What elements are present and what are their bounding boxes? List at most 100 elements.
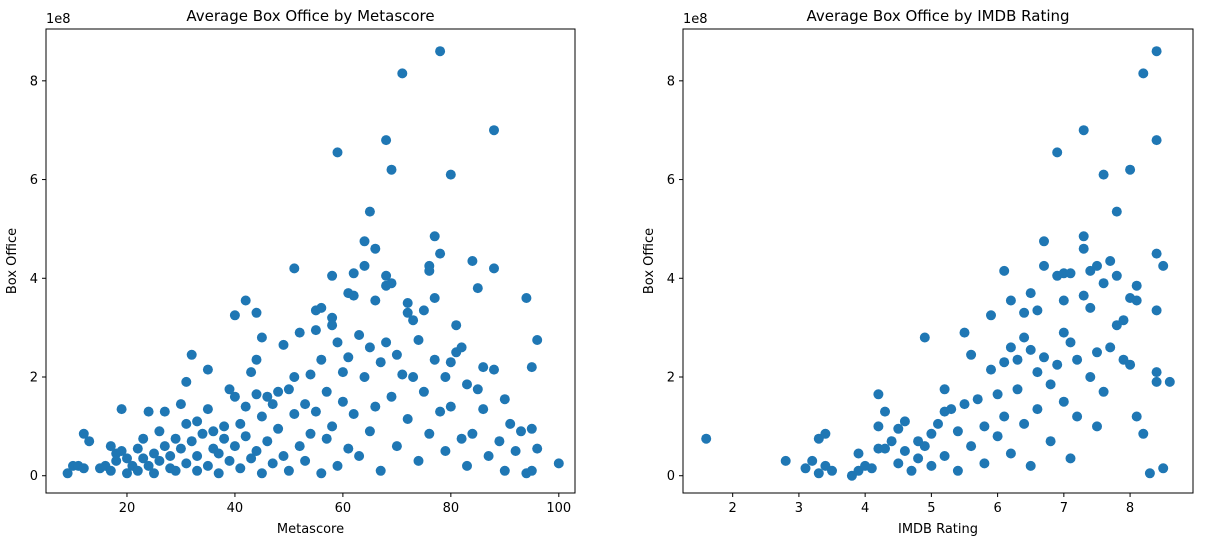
scatter-point (267, 399, 278, 410)
scatter-point (933, 418, 943, 429)
scatter-point (278, 451, 289, 461)
scatter-point (1045, 436, 1056, 447)
scatter-point (1151, 376, 1162, 387)
scatter-point (1005, 295, 1016, 306)
scatter-point (251, 446, 262, 456)
scatter-point (1012, 354, 1023, 365)
scatter-point (224, 384, 235, 395)
scatter-point (445, 169, 456, 180)
scatter-point (959, 327, 970, 338)
scatter-point (510, 446, 521, 456)
scatter-point (170, 465, 181, 476)
scatter-point (364, 426, 375, 437)
scatter-point (827, 465, 837, 476)
scatter-point (316, 354, 327, 365)
y-offset-text: 1e8 (46, 12, 71, 27)
scatter-point (132, 443, 143, 454)
scatter-point (229, 391, 240, 402)
y-axis-ticks: 0 2 4 6 8 (667, 74, 683, 484)
scatter-point (886, 436, 897, 447)
scatter-point (122, 453, 132, 464)
scatter-point (1025, 288, 1036, 299)
scatter-point (462, 379, 472, 390)
scatter-point (364, 342, 375, 353)
scatter-point (959, 399, 970, 410)
scatter-point (952, 465, 963, 476)
scatter-point (375, 357, 386, 368)
x-tick-label: 6 (993, 501, 1001, 516)
scatter-point (138, 433, 149, 444)
scatter-point (1085, 372, 1096, 382)
scatter-point (1125, 164, 1136, 175)
scatter-point (381, 337, 392, 348)
scatter-point (429, 293, 440, 303)
y-offset-text: 1e8 (683, 12, 708, 27)
scatter-point (992, 431, 1003, 442)
scatter-point (499, 465, 510, 476)
scatter-point (132, 465, 143, 476)
y-tick-label: 4 (30, 272, 38, 287)
scatter-point (1138, 428, 1149, 439)
scatter-point (1092, 260, 1102, 271)
scatter-point (999, 357, 1010, 368)
scatter-point (359, 236, 370, 247)
scatter-point (1065, 337, 1076, 348)
scatter-point (283, 465, 294, 476)
scatter-point (1151, 46, 1162, 57)
scatter-point (381, 135, 392, 146)
scatter-point (1072, 354, 1083, 365)
scatter-point (332, 337, 343, 348)
scatter-point (197, 428, 208, 439)
scatter-point (343, 352, 354, 363)
scatter-point (186, 436, 197, 447)
scatter-point (391, 441, 402, 452)
scatter-point (165, 451, 176, 461)
scatter-point (354, 451, 365, 461)
scatter-point (386, 391, 397, 402)
scatter-point (1005, 342, 1016, 353)
scatter-point (499, 394, 510, 405)
scatter-point (149, 468, 159, 479)
scatter-point (966, 441, 977, 452)
x-tick-label: 7 (1060, 501, 1068, 516)
scatter-point (1125, 359, 1136, 370)
scatter-point (1098, 386, 1109, 397)
scatter-point (873, 389, 884, 400)
chart-title: Average Box Office by Metascore (186, 7, 434, 25)
scatter-point (386, 278, 397, 289)
scatter-point (246, 367, 257, 378)
scatter-point (321, 433, 332, 444)
scatter-point (1111, 206, 1122, 217)
x-tick-label: 5 (927, 501, 935, 516)
scatter-point (979, 458, 990, 469)
scatter-point (327, 270, 338, 281)
scatter-point (478, 362, 489, 373)
x-tick-label: 100 (546, 501, 571, 516)
scatter-point (359, 260, 370, 271)
scatter-point (370, 295, 381, 306)
scatter-point (1158, 463, 1169, 474)
scatter-point (273, 386, 284, 397)
scatter-point (893, 458, 904, 469)
scatter-point (402, 298, 413, 308)
scatter-point (494, 436, 505, 447)
scatter-point (240, 401, 251, 412)
y-tick-label: 6 (30, 173, 38, 188)
scatter-point (192, 451, 203, 461)
scatter-point (354, 330, 365, 340)
scatter-point (1111, 270, 1122, 281)
scatter-point (1164, 376, 1175, 387)
scatter-point (402, 414, 413, 424)
scatter-point (111, 455, 122, 466)
scatter-point (1058, 295, 1069, 306)
scatter-point (1019, 332, 1030, 343)
scatter-point (170, 433, 181, 444)
scatter-point (880, 406, 890, 417)
scatter-point (208, 426, 219, 437)
scatter-point (256, 332, 267, 343)
scatter-point (116, 404, 127, 415)
scatter-point (483, 451, 494, 461)
scatter-point (1092, 347, 1102, 358)
scatter-point (1065, 453, 1076, 464)
scatter-point (939, 384, 950, 395)
